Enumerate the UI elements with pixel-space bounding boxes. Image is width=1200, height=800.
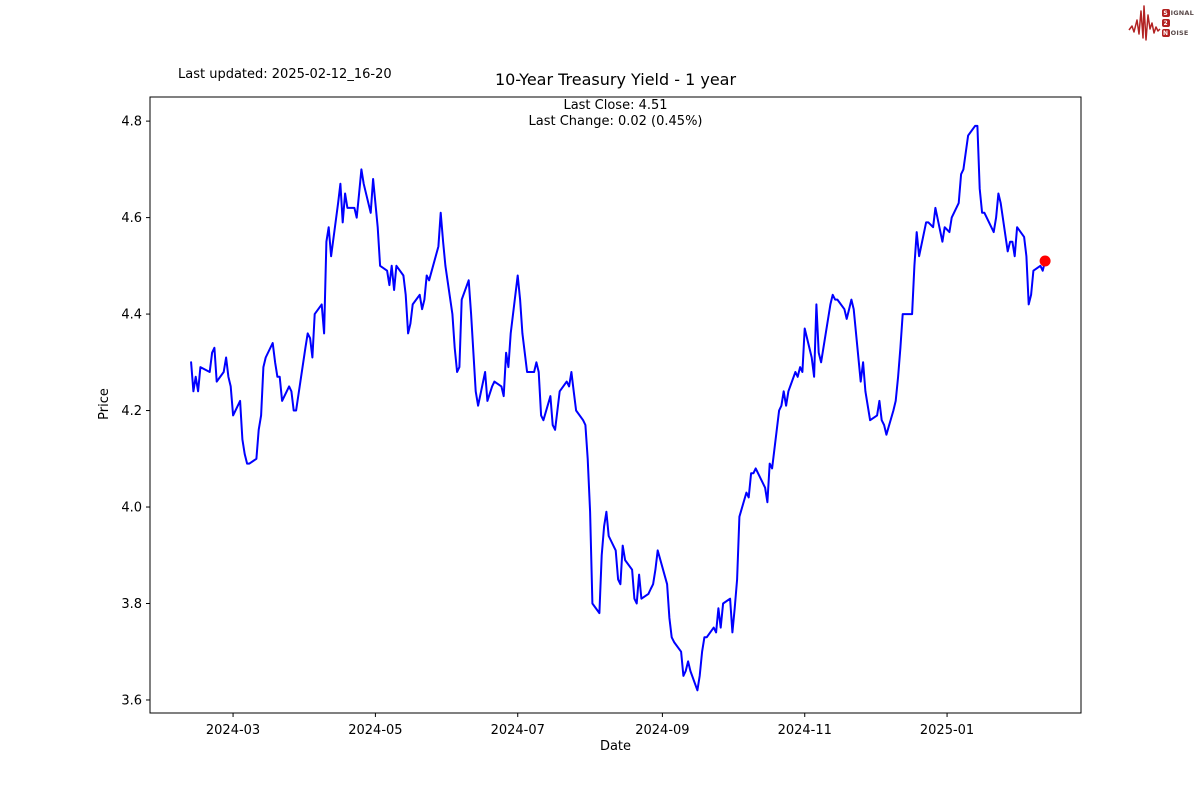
plot-border [149,96,1082,714]
y-tick-label: 4.2 [121,404,142,419]
last-change-label: Last Change: 0.02 (0.45%) [528,113,703,129]
s2n-logo: S IGNAL 2 N OISE [1128,3,1194,43]
logo-row-noise: N OISE [1161,29,1194,38]
last-close-marker [1039,255,1051,267]
x-tick-label: 2024-07 [491,723,545,738]
y-tick-label: 4.6 [121,211,142,226]
x-tick-label: 2024-05 [348,723,402,738]
y-tick-label: 3.6 [121,693,142,708]
chart-subtitle: Last Close: 4.51 Last Change: 0.02 (0.45… [150,98,1081,129]
logo-letter-2: 2 [1161,19,1170,27]
yield-line [190,124,1047,692]
logo-text-oise: OISE [1170,29,1189,37]
logo-letter-n: N [1161,29,1170,37]
y-tick-label: 3.8 [121,597,142,612]
y-tick-label: 4.0 [121,501,142,516]
x-axis-label: Date [599,739,632,754]
logo-row-signal: S IGNAL [1161,9,1194,18]
x-tick-label: 2024-09 [635,723,689,738]
x-tick-label: 2025-01 [920,723,974,738]
last-close-label: Last Close: 4.51 [563,98,668,113]
y-tick-label: 4.4 [121,308,142,323]
x-tick-label: 2024-11 [778,723,832,738]
logo-letter-s: S [1161,9,1170,17]
logo-text-ignal: IGNAL [1170,9,1194,17]
y-tick-label: 4.8 [121,115,142,130]
logo-wordmark: S IGNAL 2 N OISE [1161,8,1194,38]
logo-row-2: 2 [1161,19,1194,28]
chart-title: 10-Year Treasury Yield - 1 year [494,70,737,89]
last-updated-label: Last updated: 2025-02-12_16-20 [178,67,392,82]
x-tick-label: 2024-03 [206,723,260,738]
y-axis-label: Price [97,388,112,420]
logo-waveform-icon [1128,5,1161,41]
